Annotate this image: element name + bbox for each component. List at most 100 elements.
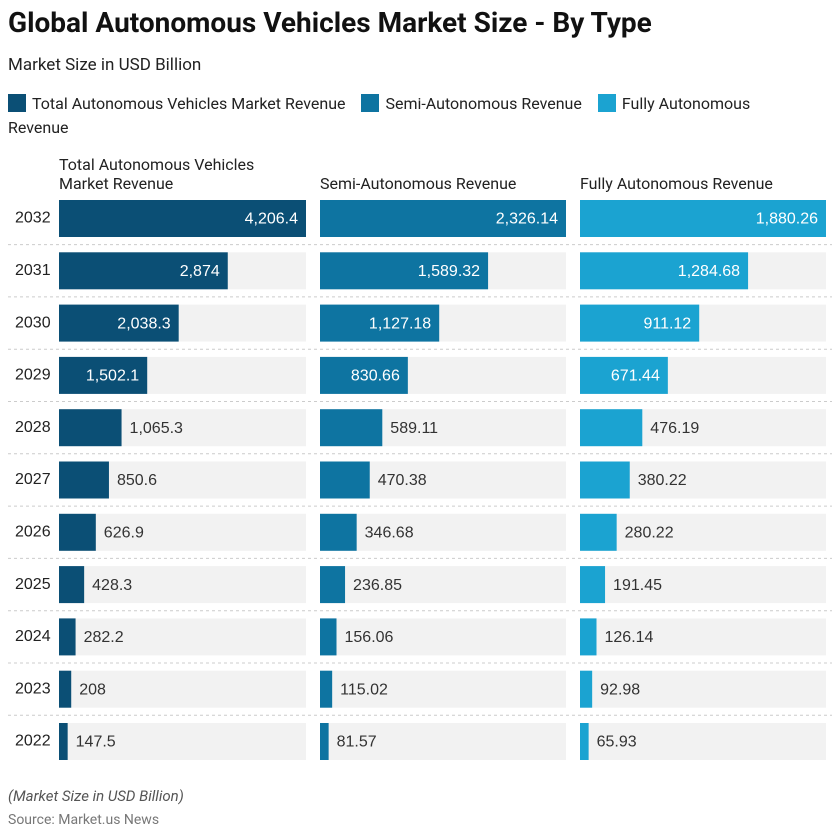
value-label: 428.3 (92, 577, 132, 594)
bar (320, 618, 337, 656)
legend-item: Total Autonomous Vehicles Market Revenue (8, 94, 346, 113)
value-label: 4,206.4 (245, 211, 298, 228)
legend-item: Semi-Autonomous Revenue (361, 94, 582, 113)
value-label: 81.57 (337, 734, 377, 751)
bar (320, 566, 346, 604)
value-label: 1,284.68 (678, 263, 740, 280)
track (580, 513, 826, 551)
value-label: 2,326.14 (496, 211, 558, 228)
track (59, 618, 306, 656)
value-label: 1,127.18 (369, 315, 431, 332)
panel-header: Total Autonomous Vehicles Market Revenue (59, 155, 255, 193)
bar (580, 356, 668, 394)
y-tick-label: 2028 (15, 419, 51, 436)
track (320, 566, 566, 604)
value-label: 208 (79, 681, 106, 698)
y-tick-label: 2026 (15, 524, 51, 541)
value-label: 2,874 (180, 263, 220, 280)
y-tick-label: 2030 (15, 314, 51, 331)
y-tick-label: 2025 (15, 576, 51, 593)
panel-header: Fully Autonomous Revenue (580, 174, 773, 193)
track (320, 670, 566, 708)
bar (59, 566, 85, 604)
bar (580, 409, 643, 447)
track (320, 723, 566, 760)
value-label: 282.2 (84, 629, 124, 646)
bar (580, 304, 700, 342)
y-tick-label: 2031 (15, 262, 51, 279)
bar (59, 513, 96, 551)
value-label: 380.22 (638, 472, 687, 489)
bar (320, 200, 566, 237)
legend-label: Semi-Autonomous Revenue (385, 94, 582, 113)
bar (580, 618, 597, 656)
bar (320, 723, 329, 760)
value-label: 589.11 (390, 420, 438, 437)
source: Source: Market.us News (8, 812, 160, 828)
y-tick-label: 2024 (15, 628, 51, 645)
bar (580, 566, 606, 604)
bar (580, 252, 749, 290)
bar (320, 356, 408, 394)
bar (580, 513, 617, 551)
value-label: 346.68 (365, 525, 414, 542)
value-label: 280.22 (625, 525, 674, 542)
value-label: 476.19 (650, 420, 699, 437)
value-label: 156.06 (345, 629, 394, 646)
bar (59, 461, 109, 499)
chart-title: Global Autonomous Vehicles Market Size -… (8, 6, 652, 39)
bar (59, 409, 122, 447)
legend-swatch (361, 94, 380, 112)
bar (580, 670, 593, 708)
track (580, 670, 826, 708)
bar (320, 304, 440, 342)
value-label: 830.66 (351, 368, 400, 385)
legend-item: Fully Autonomous Revenue (8, 94, 750, 137)
bar (320, 252, 489, 290)
bar (320, 461, 370, 499)
legend-label: Total Autonomous Vehicles Market Revenue (32, 94, 346, 113)
value-label: 1,065.3 (130, 420, 183, 437)
legend-swatch (8, 94, 26, 112)
track (320, 618, 566, 656)
bar (580, 723, 589, 760)
value-label: 626.9 (104, 525, 144, 542)
value-label: 236.85 (353, 577, 402, 594)
y-tick-label: 2032 (15, 210, 51, 227)
value-label: 92.98 (600, 681, 640, 698)
bar (580, 200, 826, 237)
bar (59, 618, 76, 656)
value-label: 1,502.1 (86, 368, 139, 385)
value-label: 147.5 (76, 734, 116, 751)
y-tick-label: 2023 (15, 680, 51, 697)
track (580, 618, 826, 656)
legend: Total Autonomous Vehicles Market Revenue… (8, 92, 798, 140)
bar (320, 670, 333, 708)
bar (59, 723, 68, 760)
note: (Market Size in USD Billion) (8, 787, 184, 805)
y-tick-label: 2027 (15, 471, 51, 488)
track (320, 513, 566, 551)
track (59, 670, 306, 708)
value-label: 470.38 (378, 472, 427, 489)
panel-header: Semi-Autonomous Revenue (320, 174, 517, 193)
value-label: 850.6 (117, 472, 157, 489)
track (59, 513, 306, 551)
value-label: 1,589.32 (418, 263, 480, 280)
value-label: 671.44 (611, 368, 660, 385)
y-tick-label: 2022 (15, 733, 51, 750)
bar (59, 304, 179, 342)
bar (320, 409, 383, 447)
value-label: 2,038.3 (117, 315, 170, 332)
track (580, 566, 826, 604)
value-label: 126.14 (605, 629, 654, 646)
value-label: 1,880.26 (756, 211, 818, 228)
bar (59, 670, 72, 708)
legend-swatch (597, 94, 616, 112)
chart-subtitle: Market Size in USD Billion (8, 55, 202, 75)
y-tick-label: 2029 (15, 367, 51, 384)
track (580, 723, 826, 760)
bar (59, 356, 148, 394)
